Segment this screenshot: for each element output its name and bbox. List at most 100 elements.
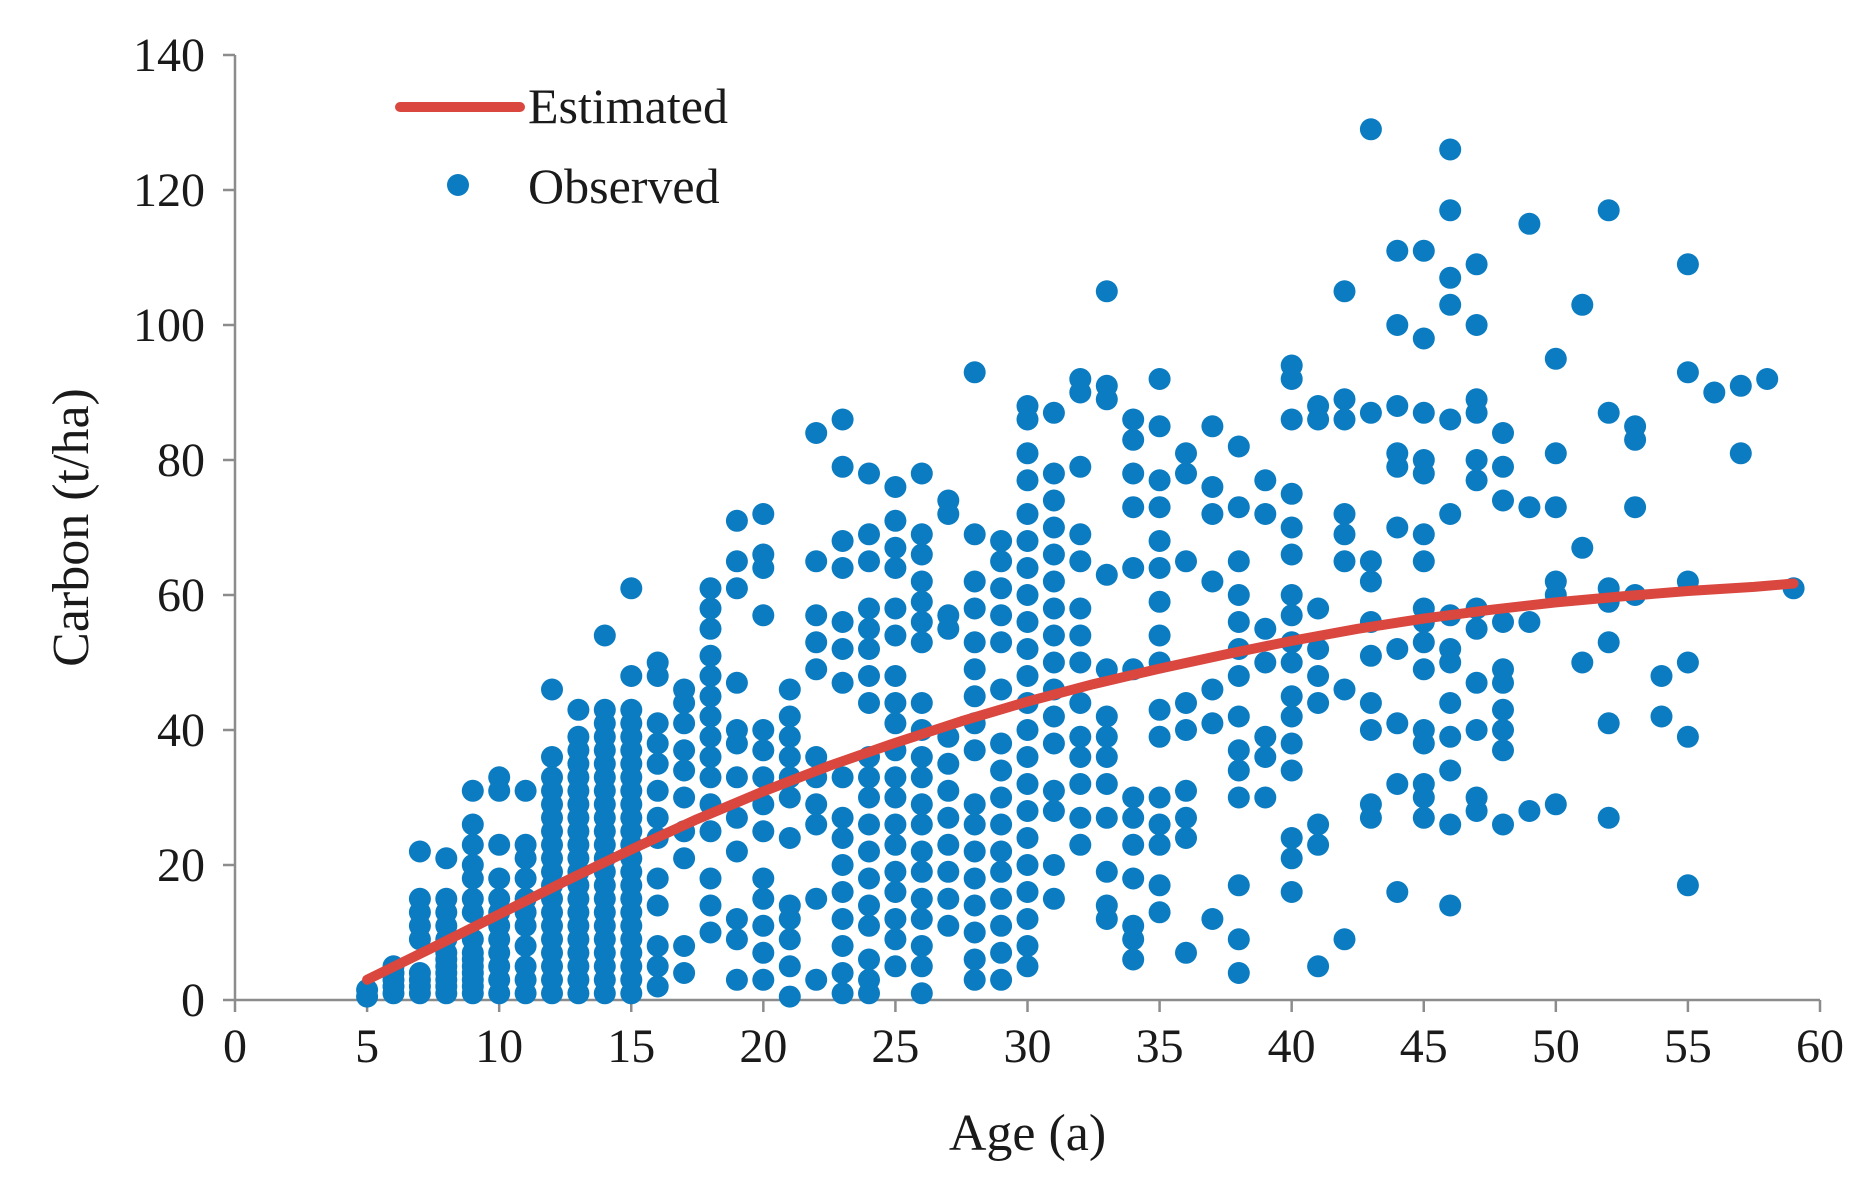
observed-point [1254,786,1277,809]
observed-point [725,928,748,951]
observed-point [752,968,775,991]
observed-point [831,908,854,930]
observed-point [831,671,854,694]
observed-point [963,739,986,762]
observed-point [990,732,1013,755]
observed-point [488,867,511,890]
observed-point [725,806,748,829]
observed-point [1597,631,1620,654]
observed-point [1042,570,1065,593]
observed-point [990,813,1013,836]
observed-point [1227,550,1250,573]
observed-point [1280,408,1303,431]
observed-point [1069,692,1092,714]
observed-point [725,908,748,930]
observed-point [1439,638,1462,660]
observed-point [1042,462,1065,485]
x-tick-label: 30 [1004,1020,1052,1073]
observed-point [858,665,880,687]
observed-point [1280,881,1303,903]
observed-point [1095,860,1118,883]
observed-point [1333,503,1356,525]
observed-point [1729,442,1752,465]
observed-point [1201,712,1224,735]
observed-point [778,705,801,728]
observed-point [1280,847,1303,870]
observed-point [725,840,748,863]
observed-point [1069,624,1092,647]
observed-point [1544,442,1567,465]
observed-point [884,624,907,647]
observed-point [1227,962,1250,984]
observed-point [858,550,880,573]
observed-point [752,604,775,627]
observed-point [1122,496,1145,519]
observed-point [1544,496,1567,519]
observed-point [1280,732,1303,755]
observed-point [910,813,933,836]
observed-point [1016,955,1039,978]
observed-point [699,820,722,843]
observed-point [1359,719,1382,741]
observed-point [1280,354,1303,377]
observed-point [1412,658,1435,681]
observed-point [937,489,960,512]
observed-point [778,955,801,978]
observed-point [752,941,775,964]
observed-point [778,786,801,809]
observed-point [990,759,1013,782]
observed-point [963,894,986,917]
observed-point [1095,806,1118,829]
observed-point [990,604,1013,627]
observed-point [1016,746,1039,768]
x-tick-label: 55 [1664,1020,1712,1073]
observed-point [1571,651,1594,674]
observed-point [937,833,960,856]
observed-point [1042,543,1065,566]
observed-point [1386,442,1409,465]
observed-point [699,577,722,600]
observed-point [1492,455,1514,478]
observed-point [1307,955,1330,978]
observed-point [514,867,537,890]
observed-point [1069,725,1092,748]
observed-point [884,881,907,903]
observed-point [1492,739,1514,762]
observed-point [1042,854,1065,876]
observed-point [910,793,933,816]
observed-point [673,712,696,735]
observed-point [699,644,722,667]
observed-point [1148,368,1171,390]
observed-point [752,887,775,910]
observed-point [831,935,854,957]
observed-point [937,806,960,829]
observed-point [1412,719,1435,741]
observed-point [752,914,775,937]
observed-point [1333,388,1356,411]
observed-point [1386,239,1409,262]
observed-point [884,476,907,498]
observed-point [884,536,907,559]
legend-observed-swatch [447,174,469,196]
observed-point [1095,746,1118,768]
observed-point [514,935,537,957]
observed-point [1439,293,1462,316]
observed-point [1016,854,1039,876]
observed-point [752,766,775,789]
observed-point [1412,327,1435,350]
observed-point [1069,368,1092,390]
observed-point [831,530,854,552]
observed-point [884,597,907,620]
observed-point [1676,725,1699,748]
observed-point [805,746,828,768]
observed-point [1201,678,1224,701]
observed-point [1544,793,1567,816]
observed-point [1333,280,1356,303]
observed-point [1386,881,1409,903]
observed-point [1175,550,1197,573]
observed-point [1016,827,1039,849]
observed-point [1201,503,1224,525]
observed-point [831,962,854,984]
x-tick-label: 35 [1136,1020,1184,1073]
observed-point [620,665,643,687]
